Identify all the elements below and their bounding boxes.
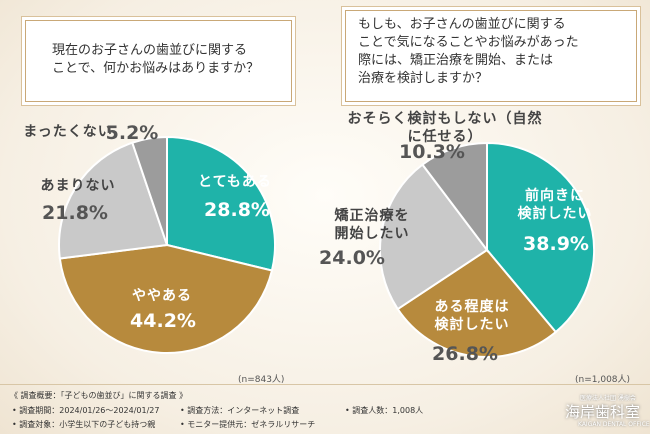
slice-value: 38.9% [523,233,589,255]
divider [0,384,650,385]
slice-label: 矯正治療を 開始したい [334,208,410,242]
slice-value: 5.2% [105,122,159,144]
pie-slice [58,141,169,260]
slice-label: ややある [132,288,192,304]
survey-heading: 《 調査概要：「子どもの歯並び」に関する調査 》 [10,391,188,400]
pie-slice [486,141,595,334]
pie-slice [396,248,558,358]
logo-english: KAIGAN DENTAL OFFICE [578,421,650,428]
sample-size: (n=1,008人) [575,375,631,385]
pie-slice [379,163,489,311]
logo-name: 海岸歯科室 [565,403,641,421]
survey-item: • 調査対象：小学生以下の子ども持つ親 [12,420,156,429]
question: 現在のお子さんの歯並びに関する ことで、何かお悩みはありますか？ [52,43,260,76]
slice-value: 24.0% [319,247,385,269]
survey-item: • モニター提供元：ゼネラルリサーチ [180,420,316,429]
slice-value: 21.8% [42,202,108,224]
sample-size: (n=843人) [238,375,285,385]
logo-org: 医療法人社団 湧樹会 [580,395,636,402]
slice-label: 前向きに 検討したい [517,188,593,222]
slice-label: おそらく検討もしない（自然に任せる） [347,111,543,145]
slice-label: とてもある [198,174,272,190]
survey-item: • 調査期間：2024/01/26〜2024/01/27 [12,406,160,415]
slice-value: 10.3% [399,141,465,163]
survey-item: • 調査人数：1,008人 [345,406,424,415]
question: もしも、お子さんの歯並びに関する ことで気になることやお悩みがあった 際には、矯… [358,17,579,86]
pie-slice [131,135,168,246]
question-box [25,20,292,102]
slice-label: あまりない [40,178,116,194]
pie-slice [58,243,274,354]
slice-value: 26.8% [432,343,498,365]
slice-label: まったくない [23,124,113,140]
pie-slice [166,135,276,272]
slice-label: ある程度は 検討したい [434,299,510,333]
slice-value: 44.2% [130,310,196,332]
slice-value: 28.8% [204,199,270,221]
question-box [345,10,637,102]
pie-slice [421,141,488,253]
survey-item: • 調査方法：インターネット調査 [180,406,300,415]
